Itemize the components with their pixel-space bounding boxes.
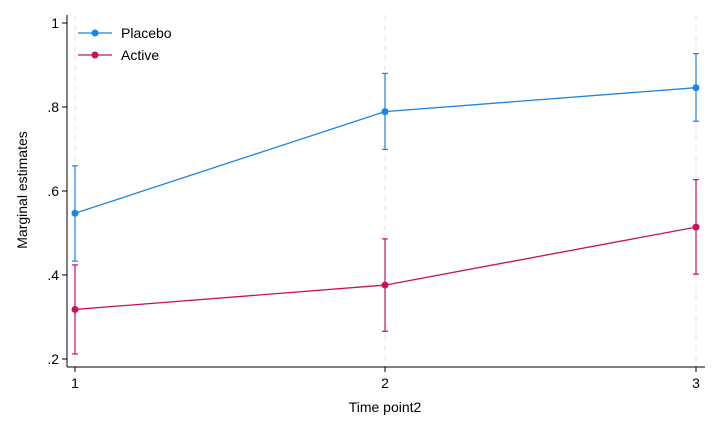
legend: Placebo Active xyxy=(78,25,172,63)
legend-marker-active xyxy=(91,51,99,59)
x-tick-label: 3 xyxy=(692,375,700,391)
series-layer xyxy=(71,53,700,355)
data-point-active xyxy=(692,223,700,231)
y-tick-label: .2 xyxy=(47,351,59,367)
y-tick-label: .6 xyxy=(47,183,59,199)
y-tick-label: 1 xyxy=(51,15,59,31)
legend-label-active: Active xyxy=(121,47,159,63)
y-tick-label: .8 xyxy=(47,99,59,115)
y-tick-label: .4 xyxy=(47,267,59,283)
data-point-placebo xyxy=(692,84,700,92)
data-point-active xyxy=(71,305,79,313)
series-placebo xyxy=(71,53,700,262)
legend-marker-placebo xyxy=(91,29,99,37)
axes-layer: .2 .4 .6 .8 1 1 2 3 xyxy=(47,15,705,391)
legend-item-active: Active xyxy=(78,47,159,63)
series-active xyxy=(71,179,700,355)
data-point-placebo xyxy=(381,108,389,116)
data-point-active xyxy=(381,281,389,289)
x-axis-title: Time point2 xyxy=(349,399,422,415)
y-axis-title: Marginal estimates xyxy=(14,131,30,249)
x-tick-label: 2 xyxy=(381,375,389,391)
legend-item-placebo: Placebo xyxy=(78,25,172,41)
legend-label-placebo: Placebo xyxy=(121,25,172,41)
data-point-placebo xyxy=(71,209,79,217)
x-tick-label: 1 xyxy=(71,375,79,391)
